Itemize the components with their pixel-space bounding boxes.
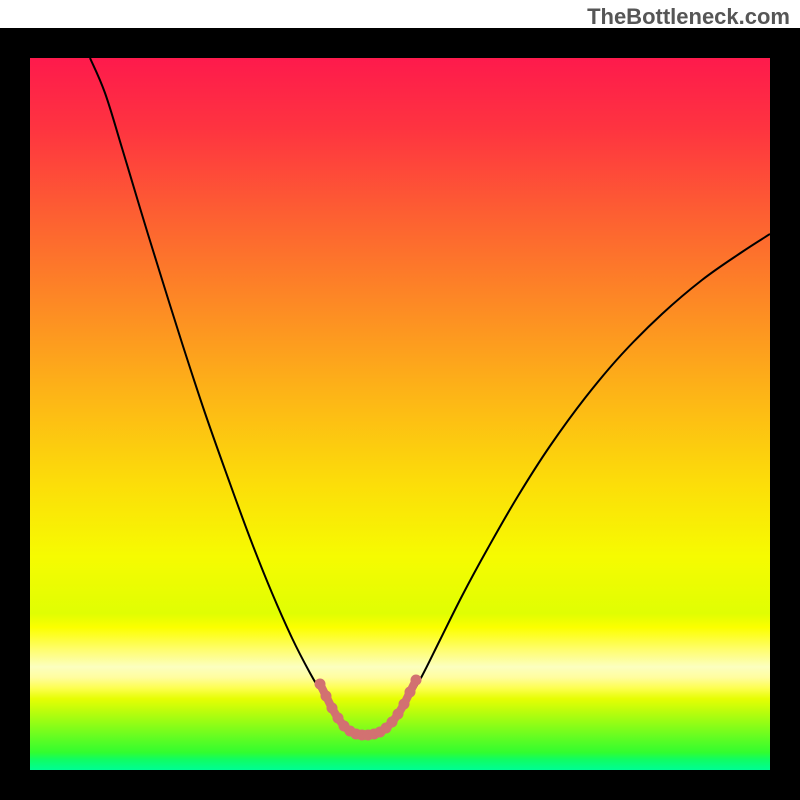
plot-area — [30, 58, 770, 770]
curve-left — [90, 58, 333, 708]
bottom-marker — [315, 675, 422, 741]
chart-root: TheBottleneck.com — [0, 0, 800, 800]
curves-svg — [30, 58, 770, 770]
curve-right — [400, 234, 770, 710]
watermark-text: TheBottleneck.com — [587, 4, 790, 30]
